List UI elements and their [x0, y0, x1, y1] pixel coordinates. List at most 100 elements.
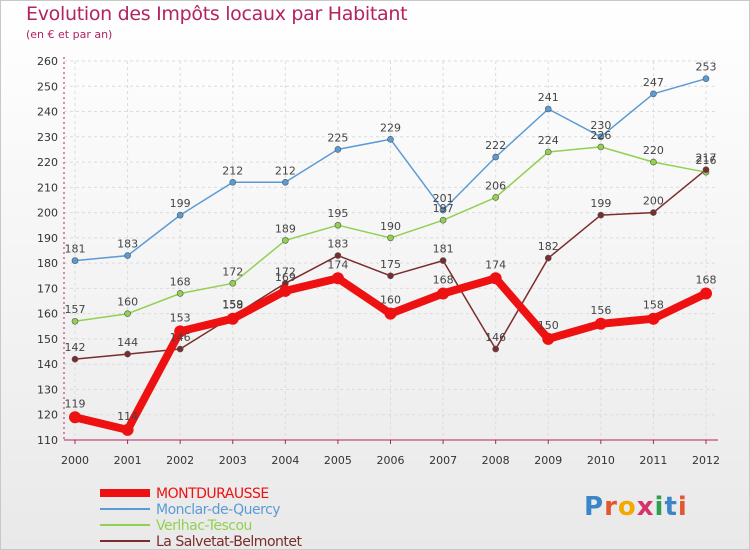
- data-point-monclar-de-quercy: [229, 178, 237, 186]
- data-point-verlhac-tescou: [176, 290, 184, 297]
- data-label-montdurausse: 156: [590, 304, 611, 317]
- data-label-monclar-de-quercy: 222: [485, 139, 506, 152]
- data-label-verlhac-tescou: 216: [696, 154, 717, 167]
- data-point-la-salvetat-belmontet: [439, 257, 447, 264]
- x-tick-label: 2002: [166, 454, 194, 467]
- data-label-monclar-de-quercy: 225: [327, 131, 348, 144]
- y-tick-label: 130: [37, 383, 58, 396]
- x-tick-label: 2011: [639, 454, 667, 467]
- data-point-monclar-de-quercy: [702, 75, 710, 82]
- data-point-la-salvetat-belmontet: [492, 345, 499, 353]
- data-label-la-salvetat-belmontet: 175: [380, 258, 401, 271]
- data-point-montdurausse: [279, 284, 292, 297]
- data-label-montdurausse: 160: [380, 294, 401, 307]
- data-label-montdurausse: 153: [170, 311, 191, 324]
- data-label-monclar-de-quercy: 230: [590, 119, 611, 132]
- data-label-verlhac-tescou: 190: [380, 220, 401, 233]
- data-point-montdurausse: [700, 287, 712, 300]
- data-label-montdurausse: 158: [222, 299, 243, 312]
- logo-letter: P: [584, 492, 605, 522]
- data-point-montdurausse: [226, 312, 239, 325]
- y-tick-label: 120: [37, 409, 58, 422]
- data-label-la-salvetat-belmontet: 144: [117, 336, 138, 349]
- data-point-la-salvetat-belmontet: [702, 166, 710, 173]
- data-point-verlhac-tescou: [439, 216, 447, 224]
- data-label-montdurausse: 174: [327, 258, 348, 271]
- axes: 1101201301401501601701801902002102202302…: [37, 55, 720, 467]
- data-label-monclar-de-quercy: 212: [222, 164, 243, 177]
- x-tick-label: 2006: [377, 454, 405, 467]
- data-point-monclar-de-quercy: [492, 153, 499, 161]
- data-label-montdurausse: 168: [433, 273, 454, 286]
- data-point-monclar-de-quercy: [71, 257, 79, 264]
- y-tick-label: 240: [37, 106, 58, 119]
- data-point-la-salvetat-belmontet: [597, 211, 605, 219]
- data-label-monclar-de-quercy: 253: [696, 61, 717, 74]
- y-tick-label: 110: [37, 434, 58, 447]
- data-point-verlhac-tescou: [124, 310, 131, 317]
- data-point-montdurausse: [437, 287, 450, 300]
- x-tick-label: 2000: [61, 454, 89, 467]
- data-label-monclar-de-quercy: 212: [275, 164, 296, 177]
- data-point-la-salvetat-belmontet: [124, 350, 131, 358]
- logo-letter: i: [677, 492, 688, 522]
- data-label-montdurausse: 169: [275, 271, 296, 284]
- x-tick-label: 2009: [534, 454, 562, 467]
- value-labels: 181 183 199 212 212 225 229 201 222 241 230 247 253 1…: [65, 61, 717, 423]
- data-point-monclar-de-quercy: [597, 133, 605, 141]
- legend: MONTDURAUSSEMonclar-de-QuercyVerlhac-Tes…: [100, 486, 303, 550]
- data-point-verlhac-tescou: [282, 237, 289, 244]
- data-label-la-salvetat-belmontet: 200: [643, 195, 664, 208]
- logo-letter: i: [654, 492, 665, 522]
- logo-letter: r: [604, 492, 618, 522]
- chart-title: Evolution des Impôts locaux par Habitant: [26, 3, 408, 25]
- data-label-monclar-de-quercy: 199: [170, 197, 191, 210]
- data-label-monclar-de-quercy: 229: [380, 121, 401, 134]
- x-tick-label: 2001: [114, 454, 142, 467]
- x-tick-label: 2005: [324, 454, 352, 467]
- data-label-monclar-de-quercy: 183: [117, 238, 138, 251]
- data-point-monclar-de-quercy: [544, 105, 552, 113]
- data-label-la-salvetat-belmontet: 146: [485, 331, 506, 344]
- y-tick-label: 210: [37, 181, 58, 194]
- data-label-verlhac-tescou: 226: [590, 129, 611, 142]
- y-tick-label: 160: [37, 308, 58, 321]
- grid: [64, 60, 718, 441]
- data-label-monclar-de-quercy: 247: [643, 76, 664, 89]
- data-label-la-salvetat-belmontet: 172: [275, 265, 296, 278]
- y-tick-label: 250: [37, 80, 58, 93]
- data-label-la-salvetat-belmontet: 181: [433, 243, 454, 256]
- x-tick-label: 2004: [271, 454, 299, 467]
- data-point-monclar-de-quercy: [439, 206, 447, 214]
- data-point-montdurausse: [594, 317, 607, 330]
- data-point-verlhac-tescou: [387, 234, 394, 242]
- data-point-verlhac-tescou: [334, 221, 342, 229]
- data-point-montdurausse: [647, 312, 660, 325]
- data-point-montdurausse: [331, 272, 344, 285]
- data-label-verlhac-tescou: 220: [643, 144, 664, 157]
- data-label-verlhac-tescou: 224: [538, 134, 559, 147]
- logo-letter: x: [636, 492, 655, 522]
- data-point-montdurausse: [69, 411, 81, 424]
- data-label-la-salvetat-belmontet: 199: [590, 197, 611, 210]
- data-point-monclar-de-quercy: [334, 146, 342, 153]
- x-tick-label: 2008: [482, 454, 510, 467]
- data-label-monclar-de-quercy: 181: [65, 243, 86, 256]
- x-tick-label: 2007: [429, 454, 457, 467]
- data-point-montdurausse: [384, 307, 397, 320]
- data-label-montdurausse: 174: [485, 258, 506, 271]
- data-point-monclar-de-quercy: [650, 90, 657, 98]
- legend-label-montdurausse: MONTDURAUSSE: [156, 486, 269, 502]
- data-point-verlhac-tescou: [597, 143, 605, 151]
- data-label-monclar-de-quercy: 241: [538, 91, 559, 104]
- data-point-la-salvetat-belmontet: [334, 252, 342, 259]
- legend-label-monclar-de-quercy: Monclar-de-Quercy: [156, 502, 280, 518]
- data-point-la-salvetat-belmontet: [387, 272, 394, 280]
- data-point-montdurausse: [121, 423, 134, 436]
- data-point-verlhac-tescou: [229, 280, 237, 287]
- data-point-verlhac-tescou: [492, 194, 499, 201]
- y-tick-label: 180: [37, 257, 58, 270]
- legend-label-verlhac-tescou: Verlhac-Tescou: [156, 518, 252, 534]
- data-label-verlhac-tescou: 189: [275, 222, 296, 235]
- data-label-la-salvetat-belmontet: 142: [65, 341, 86, 354]
